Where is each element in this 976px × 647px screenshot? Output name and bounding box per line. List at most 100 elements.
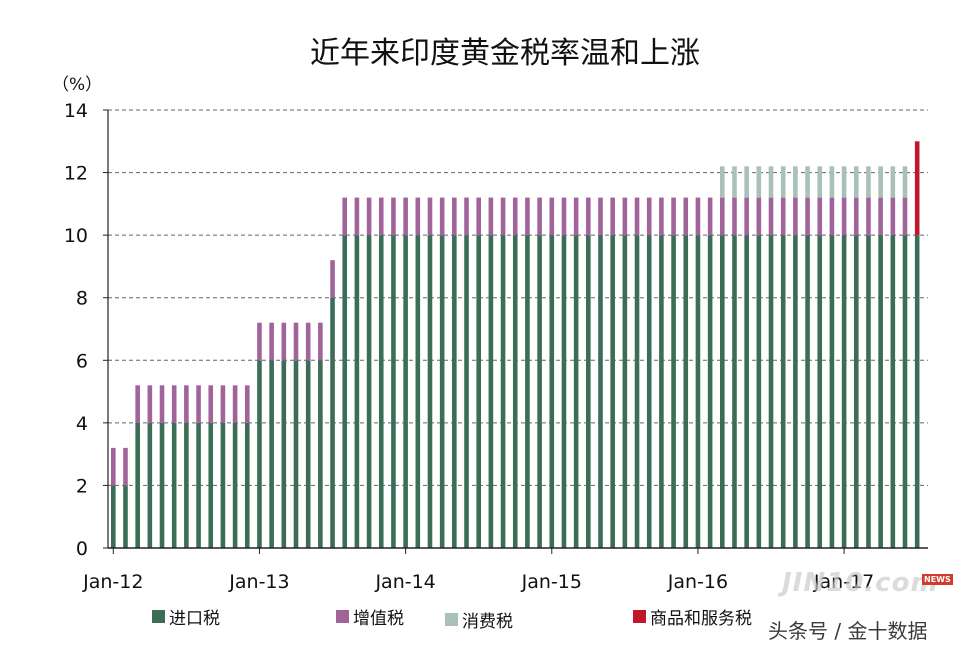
legend-label-gst: 商品和服务税: [650, 609, 752, 629]
bar-2012-11-series-1: [232, 385, 238, 423]
bar-2013-10-series-0: [366, 235, 372, 548]
bar-2014-10-series-1: [512, 197, 518, 236]
bar-2012-05-series-0: [159, 422, 165, 548]
bar-2016-03-series-1: [720, 197, 725, 236]
y-tick-label-8: 8: [76, 288, 88, 310]
bar-2012-10-series-0: [220, 422, 226, 548]
bar-2017-03-series-1: [866, 197, 871, 236]
bar-2013-04-series-1: [293, 322, 299, 361]
bars: [111, 141, 920, 548]
bar-2013-08-series-0: [342, 235, 348, 548]
y-axis-unit: （%）: [52, 75, 103, 95]
legend-label-vat: 增值税: [353, 609, 404, 629]
bar-2016-03-series-2: [720, 166, 725, 198]
x-tick-label-Jan-13: Jan-13: [228, 571, 289, 593]
x-tick-label-Jan-15: Jan-15: [521, 571, 582, 593]
bar-2016-04-series-1: [732, 197, 737, 236]
legend-item-excise: 消费税: [445, 607, 513, 632]
bar-2017-05-series-1: [890, 197, 896, 236]
y-tick-label-0: 0: [76, 538, 88, 560]
bar-2015-04-series-0: [586, 235, 591, 548]
bar-2016-10-series-0: [805, 235, 810, 548]
bar-2014-05-series-0: [452, 235, 457, 548]
bar-2014-03-series-1: [427, 197, 433, 236]
bar-2014-12-series-0: [537, 235, 542, 548]
bar-2015-02-series-1: [561, 197, 567, 236]
bar-2017-03-series-2: [866, 166, 871, 198]
bar-2012-02-series-0: [123, 485, 128, 548]
bar-2014-09-series-1: [500, 197, 506, 236]
bar-2016-01-series-0: [695, 235, 701, 548]
bar-2016-06-series-2: [756, 166, 762, 198]
bar-2015-08-series-1: [634, 197, 640, 236]
bar-2012-03-series-1: [135, 385, 140, 423]
bar-2014-01-series-0: [403, 235, 408, 548]
bar-2012-03-series-0: [135, 422, 140, 548]
bar-2013-01-series-1: [257, 322, 262, 361]
bar-2014-11-series-0: [525, 235, 530, 548]
bar-2015-12-series-0: [683, 235, 689, 548]
bar-2016-10-series-1: [805, 197, 810, 236]
bar-2014-02-series-0: [415, 235, 421, 548]
bar-2014-01-series-1: [403, 197, 408, 236]
y-tick-label-12: 12: [64, 163, 88, 185]
y-tick-label-2: 2: [76, 475, 88, 497]
bar-2015-01-series-0: [549, 235, 555, 548]
legend-swatch-excise: [445, 613, 458, 626]
bar-2014-11-series-1: [525, 197, 530, 236]
bar-2012-01-series-0: [111, 485, 116, 548]
bar-2016-02-series-0: [707, 235, 713, 548]
bar-2015-04-series-1: [586, 197, 591, 236]
bar-2015-02-series-0: [561, 235, 567, 548]
legend-label-import-duty: 进口税: [169, 609, 220, 629]
bar-2016-02-series-1: [707, 197, 713, 236]
bar-2017-02-series-1: [853, 197, 859, 236]
chart-title: 近年来印度黄金税率温和上涨: [310, 36, 700, 71]
bar-2012-08-series-0: [196, 422, 201, 548]
bar-2013-12-series-1: [391, 197, 396, 236]
bar-2016-11-series-2: [817, 166, 823, 198]
bar-2016-11-series-0: [817, 235, 823, 548]
bar-2017-03-series-0: [866, 235, 871, 548]
bar-2013-10-series-1: [366, 197, 372, 236]
bar-2014-06-series-0: [464, 235, 469, 548]
bar-2016-05-series-2: [744, 166, 749, 198]
bar-2013-02-series-0: [269, 360, 274, 548]
bar-2014-09-series-0: [500, 235, 506, 548]
bar-2016-12-series-0: [829, 235, 835, 548]
bar-2017-02-series-2: [853, 166, 859, 198]
bar-2014-07-series-0: [476, 235, 481, 548]
y-tick-label-10: 10: [64, 225, 88, 247]
bar-2016-05-series-0: [744, 235, 749, 548]
legend-item-gst: 商品和服务税: [633, 604, 752, 629]
bar-2013-09-series-0: [354, 235, 360, 548]
bar-2013-04-series-0: [293, 360, 299, 548]
bar-2015-06-series-1: [610, 197, 615, 236]
bar-2017-06-series-0: [902, 235, 908, 548]
bar-2012-08-series-1: [196, 385, 201, 423]
bar-2014-04-series-0: [439, 235, 445, 548]
bar-2015-05-series-0: [598, 235, 603, 548]
bar-2012-07-series-1: [184, 385, 189, 423]
bar-2016-01-series-1: [695, 197, 701, 236]
bar-2015-06-series-0: [610, 235, 615, 548]
bar-2014-08-series-0: [488, 235, 494, 548]
bar-2017-04-series-0: [878, 235, 883, 548]
bar-2015-07-series-0: [622, 235, 628, 548]
bar-2012-11-series-0: [232, 422, 238, 548]
bar-2017-06-series-1: [902, 197, 908, 236]
bar-2012-12-series-0: [244, 422, 250, 548]
bar-2015-01-series-1: [549, 197, 555, 236]
bar-2017-05-series-2: [890, 166, 896, 198]
legend-swatch-gst: [633, 610, 646, 623]
bar-2016-08-series-1: [780, 197, 786, 236]
bar-2016-04-series-0: [732, 235, 737, 548]
bar-2012-05-series-1: [159, 385, 165, 423]
x-tick-label-Jan-17: Jan-17: [813, 571, 874, 593]
bar-2016-08-series-0: [780, 235, 786, 548]
bar-2013-11-series-0: [378, 235, 384, 548]
bar-2014-10-series-0: [512, 235, 518, 548]
bar-2016-04-series-2: [732, 166, 737, 198]
grid-lines: [108, 109, 928, 486]
